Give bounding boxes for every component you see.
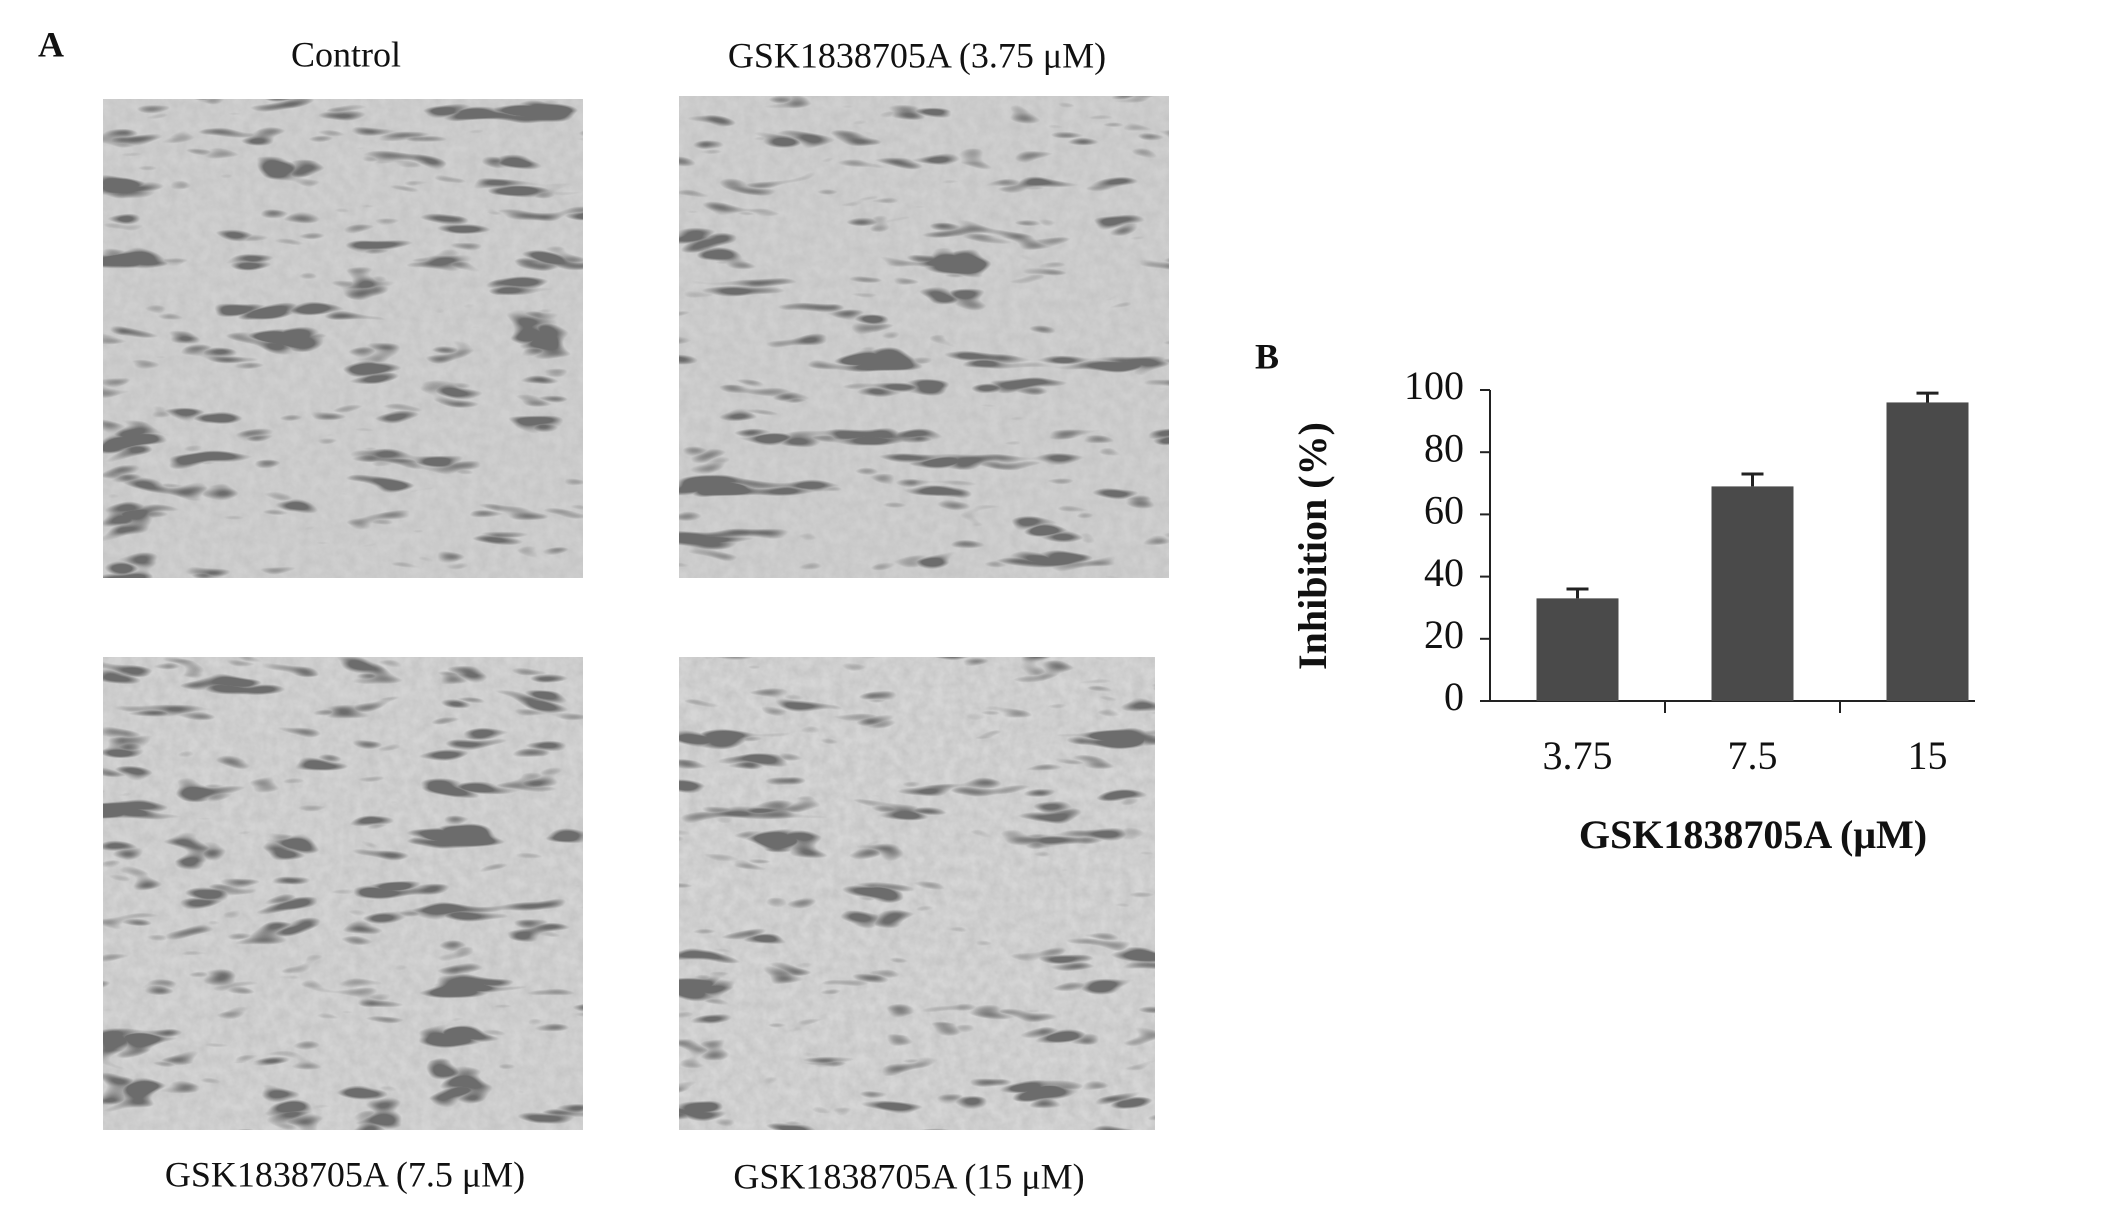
y-tick-label: 60 (1424, 488, 1464, 533)
error-bar (1566, 587, 1589, 599)
caption: GSK1838705A (15 μM) (733, 1156, 1084, 1196)
micrograph-texture (679, 657, 1155, 1130)
bar (1886, 402, 1969, 701)
x-tick-label: 7.5 (1728, 733, 1778, 778)
micrograph-texture (103, 657, 583, 1130)
caption: GSK1838705A (7.5 μM) (165, 1154, 525, 1194)
y-tick-label: 0 (1444, 674, 1464, 719)
caption: Control (291, 34, 401, 74)
micrograph-texture (679, 96, 1169, 578)
micrograph-texture (103, 99, 583, 578)
y-tick-label: 40 (1424, 550, 1464, 595)
y-axis-label: Inhibition (%) (1290, 422, 1335, 670)
caption: GSK1838705A (3.75 μM) (728, 35, 1106, 75)
x-axis-label: GSK1838705A (μM) (1579, 812, 1927, 857)
y-tick-label: 80 (1424, 425, 1464, 470)
error-bar (1741, 472, 1764, 487)
panel-label: B (1255, 336, 1279, 376)
bar (1711, 486, 1794, 701)
bar (1536, 598, 1619, 701)
x-tick-label: 3.75 (1543, 733, 1613, 778)
panel-label: A (38, 24, 64, 64)
y-tick-label: 20 (1424, 612, 1464, 657)
y-tick-label: 100 (1404, 363, 1464, 408)
x-tick-label: 15 (1908, 733, 1948, 778)
error-bar (1916, 391, 1939, 403)
bar-chart: Inhibition (%) GSK1838705A (μM) 0 20 40 60 8… (1290, 363, 1975, 857)
